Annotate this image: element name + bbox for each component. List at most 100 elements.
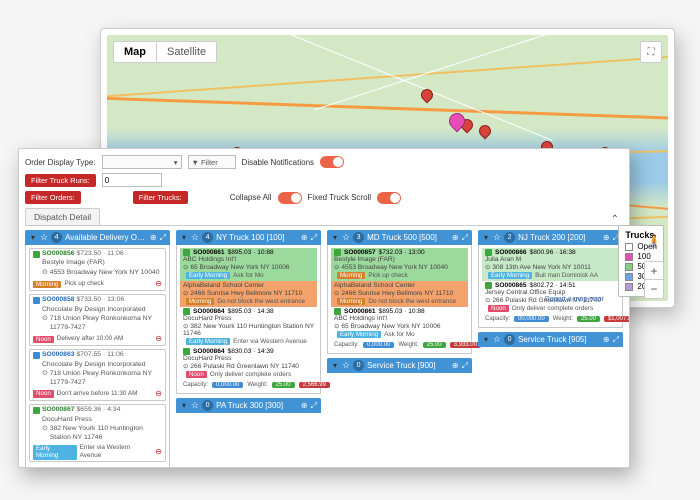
- search-icon[interactable]: ⊕: [150, 233, 157, 242]
- stop-customer: DocuHard Press: [183, 315, 314, 322]
- lane-header[interactable]: ▾☆0PA Truck 300 [300]⊕⤢: [176, 398, 321, 413]
- remove-order-button[interactable]: ⊖: [155, 334, 162, 344]
- map-type-map[interactable]: Map: [113, 41, 156, 63]
- star-icon[interactable]: ☆: [40, 232, 48, 243]
- lane-header[interactable]: ▾☆3MD Truck 500 [500]⊕⤢: [327, 230, 472, 245]
- order-customer: Chocolate By Design Incorporated: [30, 306, 165, 315]
- legend-swatch: [625, 273, 633, 281]
- search-icon[interactable]: ⊕: [301, 233, 308, 242]
- time-window-tag: Noon: [33, 336, 54, 344]
- tab-row: Dispatch Detail ⌃: [25, 208, 623, 226]
- order-number[interactable]: SO000856: [42, 250, 75, 258]
- search-icon[interactable]: ⊕: [452, 233, 459, 242]
- order-card[interactable]: SO000858 $733.50 · 13:06Chocolate By Des…: [29, 294, 166, 346]
- star-icon[interactable]: ☆: [342, 232, 350, 243]
- star-icon[interactable]: ☆: [342, 360, 350, 371]
- stop-note: Buil man Dominick AA: [535, 272, 598, 279]
- route-stop[interactable]: SO000866 $800.96 · 16:38Julia Aran M⊙ 30…: [482, 248, 619, 281]
- star-icon[interactable]: ☆: [191, 232, 199, 243]
- search-icon[interactable]: ⊕: [452, 361, 459, 370]
- stop-customer: Bestyle Image (FAR): [334, 256, 465, 263]
- weight-value: 25.00: [577, 316, 600, 322]
- star-icon[interactable]: ☆: [191, 400, 199, 411]
- filter-truck-runs-input[interactable]: [102, 173, 162, 187]
- order-address: ⊙382 New Yourk 110 Huntington Station NY…: [30, 425, 165, 443]
- expand-icon[interactable]: ⤢: [311, 233, 317, 243]
- expand-icon[interactable]: ⤢: [462, 361, 468, 371]
- order-number[interactable]: SO000865: [495, 282, 527, 289]
- order-number[interactable]: SO000867: [42, 406, 75, 414]
- chevron-down-icon[interactable]: ▾: [180, 233, 188, 242]
- order-number[interactable]: SO000857: [344, 249, 376, 256]
- order-status-icon: [33, 352, 40, 359]
- order-number[interactable]: SO000861: [193, 249, 225, 256]
- chevron-down-icon[interactable]: ▾: [482, 233, 490, 242]
- order-display-type-select[interactable]: ▾: [102, 155, 182, 169]
- search-icon[interactable]: ⊕: [301, 401, 308, 410]
- order-card[interactable]: SO000867 $659.36 · 4:34 DocuHard Press⊙38…: [29, 404, 166, 462]
- expand-icon[interactable]: ⤢: [462, 233, 468, 243]
- fixed-truck-scroll-toggle[interactable]: [377, 192, 401, 204]
- chevron-down-icon[interactable]: ▾: [331, 361, 339, 370]
- stop-address: ⊙ 382 New Yourk 110 Huntington Station N…: [183, 322, 314, 337]
- expand-icon[interactable]: ⤢: [160, 233, 166, 243]
- order-status-icon: [183, 249, 190, 256]
- time-window-tag: Early Morning: [186, 272, 230, 279]
- route-stop[interactable]: AlphaBeland School Center⊙ 2466 Sunrise …: [331, 281, 468, 307]
- zoom-out-button[interactable]: −: [645, 280, 663, 298]
- collapse-panel-button[interactable]: ⌃: [607, 214, 623, 225]
- remove-order-button[interactable]: ⊖: [155, 447, 162, 457]
- chevron-down-icon[interactable]: ▾: [180, 401, 188, 410]
- pegman-icon[interactable]: 🧍: [646, 229, 662, 253]
- order-number[interactable]: SO000864: [193, 348, 225, 355]
- filter-dropdown[interactable]: ▼ Filter: [188, 155, 236, 169]
- map-type-satellite[interactable]: Satellite: [156, 41, 217, 63]
- route-stop[interactable]: SO000861 $895.03 · 10:88ABC Holdings Int…: [331, 307, 468, 340]
- stop-note: Only deliver complete orders: [512, 305, 593, 312]
- remove-order-button[interactable]: ⊖: [155, 389, 162, 399]
- order-number[interactable]: SO000863: [42, 351, 75, 359]
- route-stop[interactable]: AlphaBeland School Center⊙ 2466 Sunrise …: [180, 281, 317, 307]
- lane-header[interactable]: ▾☆4NY Truck 100 [100]⊕⤢: [176, 230, 321, 245]
- order-number[interactable]: SO000864: [193, 308, 225, 315]
- star-icon[interactable]: ☆: [493, 334, 501, 345]
- lane-body: SO000866 $800.96 · 16:38Julia Aran M⊙ 30…: [478, 245, 623, 328]
- star-icon[interactable]: ☆: [493, 232, 501, 243]
- chevron-down-icon[interactable]: ▾: [331, 233, 339, 242]
- lane-count: 2: [504, 232, 515, 243]
- order-number[interactable]: SO000866: [495, 249, 527, 256]
- route-stop[interactable]: SO000864 $895.03 · 14:38DocuHard Press⊙ …: [180, 307, 317, 347]
- lane-header[interactable]: ▾☆0Service Truck [905]⊕⤢: [478, 332, 623, 347]
- order-card[interactable]: SO000856 $723.50 · 11:06Bestyle Image (F…: [29, 248, 166, 291]
- order-number[interactable]: SO000858: [42, 296, 75, 304]
- lane-truck: ▾☆2NJ Truck 200 [200]⊕⤢ SO000866 $800.96 …: [478, 230, 623, 468]
- map-fullscreen-button[interactable]: ⛶: [640, 41, 662, 63]
- collapse-all-toggle[interactable]: [278, 192, 302, 204]
- search-icon[interactable]: ⊕: [603, 335, 610, 344]
- order-card[interactable]: SO000863 $707.55 · 11:06Chocolate By Des…: [29, 349, 166, 401]
- remove-order-button[interactable]: ⊖: [155, 279, 162, 289]
- route-stop[interactable]: SO000864 $830.03 · 14:39DocuHard Press⊙ …: [180, 347, 317, 380]
- time-window-tag: Early Morning: [33, 445, 77, 461]
- expand-icon[interactable]: ⤢: [613, 335, 619, 345]
- order-amount: $659.36 · 4:34: [77, 406, 121, 414]
- chevron-down-icon[interactable]: ▾: [482, 335, 490, 344]
- time-window-tag: Noon: [488, 305, 509, 312]
- route-stop[interactable]: SO000861 $895.03 · 10:88ABC Holdings Int…: [180, 248, 317, 281]
- lane-header[interactable]: ▾☆0Service Truck [900]⊕⤢: [327, 358, 472, 373]
- tab-dispatch-detail[interactable]: Dispatch Detail: [25, 208, 100, 225]
- stop-note: Enter via Western Avenue: [233, 338, 307, 345]
- order-number[interactable]: SO000861: [344, 308, 376, 315]
- report-map-error-link[interactable]: Report a map error: [545, 296, 604, 303]
- order-amount: $830.03 · 14:39: [228, 348, 274, 355]
- lane-header[interactable]: ▾☆2NJ Truck 200 [200]⊕⤢: [478, 230, 623, 245]
- chevron-down-icon[interactable]: ▾: [29, 233, 37, 242]
- order-customer: DocuHard Press: [30, 416, 165, 425]
- expand-icon[interactable]: ⤢: [311, 401, 317, 411]
- route-stop[interactable]: SO000857 $732.03 · 13:00Bestyle Image (F…: [331, 248, 468, 281]
- order-status-icon: [33, 251, 40, 258]
- search-icon[interactable]: ⊕: [603, 233, 610, 242]
- disable-notifications-toggle[interactable]: [320, 156, 344, 168]
- lane-header[interactable]: ▾☆4Available Delivery Orders⊕⤢: [25, 230, 170, 245]
- zoom-in-button[interactable]: +: [645, 262, 663, 280]
